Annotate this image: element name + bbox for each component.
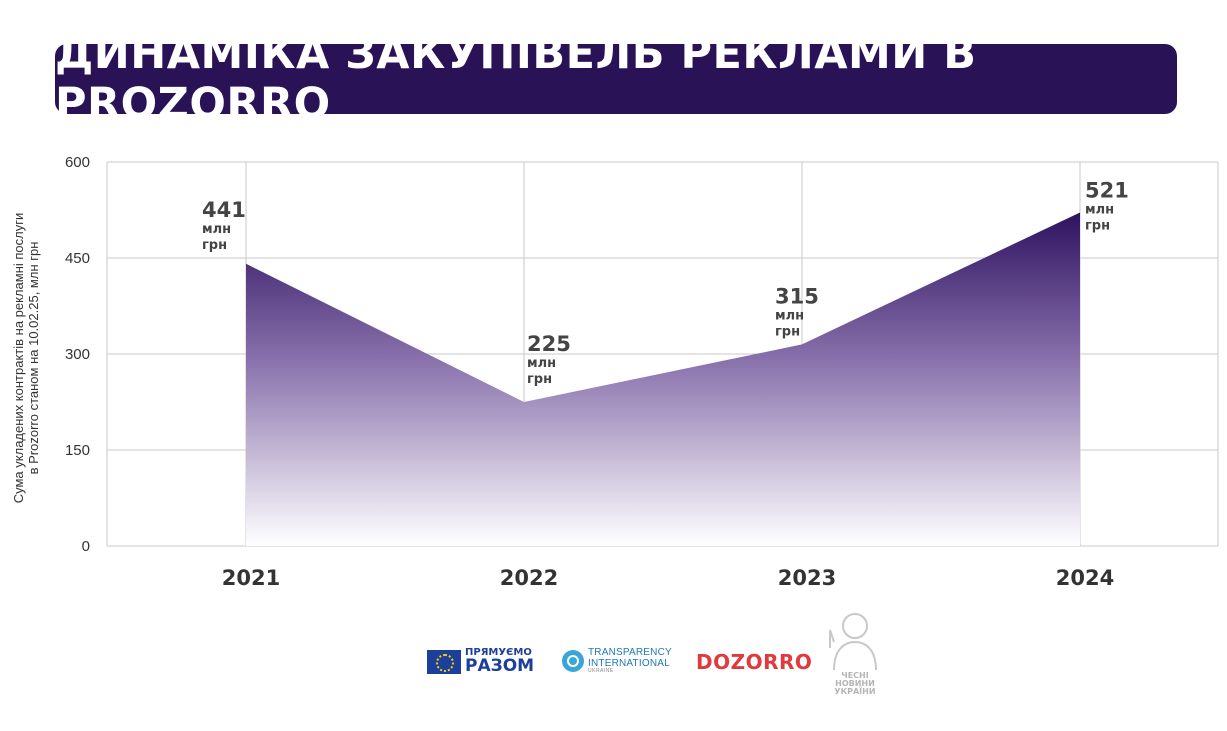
y-tick-label: 450	[65, 250, 90, 267]
data-label-value: 225	[527, 332, 571, 356]
x-tick-label: 2023	[778, 566, 836, 590]
data-label-value: 315	[775, 284, 819, 308]
ti-logo-line-1: TRANSPARENCY	[588, 647, 672, 658]
x-tick-label: 2024	[1056, 566, 1114, 590]
dozorro-logo-text: DOZORRO	[696, 650, 813, 674]
data-label-unit-line-2: грн	[202, 238, 227, 253]
data-label-value: 521	[1085, 179, 1129, 203]
x-tick-label: 2021	[222, 566, 280, 590]
ti-logo-line-2: INTERNATIONAL	[588, 657, 670, 669]
y-tick-label: 300	[65, 346, 90, 363]
data-label-unit-line-2: грн	[775, 324, 800, 339]
x-axis-ticks: 2021 2022 2023 2024	[222, 566, 1114, 590]
person-silhouette-icon	[829, 613, 877, 670]
title-banner: ДИНАМІКА ЗАКУПІВЕЛЬ РЕКЛАМИ В PROZORRO	[55, 29, 1177, 129]
area-fill	[246, 212, 1080, 546]
data-label-unit-line-2: грн	[1085, 219, 1110, 234]
data-label-unit-line-1: млн	[527, 356, 556, 371]
chesni-line-2: НОВИНИ	[835, 679, 875, 688]
dozorro-logo: DOZORRO	[696, 650, 812, 674]
transparency-globe-icon	[562, 650, 584, 673]
ti-logo-line-3: UKRAINE	[588, 668, 614, 674]
chesni-line-3: УКРАЇНИ	[834, 687, 876, 696]
y-tick-label: 0	[82, 538, 90, 555]
partner-logos: ПРЯМУЄМО РАЗОМ TRANSPARENCY INTERNATIONA…	[0, 600, 1227, 710]
chesni-line-1: ЧЕСНІ	[841, 671, 869, 680]
data-label-unit-line-1: млн	[775, 308, 804, 323]
x-tick-label: 2022	[500, 566, 558, 590]
eu-logo-line-2: РАЗОМ	[465, 656, 535, 676]
data-label-unit-line-2: грн	[527, 372, 552, 387]
data-label-value: 441	[202, 198, 246, 222]
data-label-unit-line-1: млн	[202, 222, 231, 237]
y-tick-label: 150	[65, 442, 90, 459]
data-label-unit-line-1: млн	[1085, 203, 1114, 218]
chart-title: ДИНАМІКА ЗАКУПІВЕЛЬ РЕКЛАМИ В PROZORRO	[55, 29, 977, 129]
transparency-international-logo: TRANSPARENCY INTERNATIONAL UKRAINE	[562, 647, 672, 674]
eu-logo: ПРЯМУЄМО РАЗОМ	[427, 648, 534, 675]
eu-logo-line-1: ПРЯМУЄМО	[465, 647, 532, 658]
eu-flag-icon	[427, 649, 461, 674]
y-tick-label: 600	[65, 154, 90, 171]
chesni-novyny-logo: ЧЕСНІ НОВИНИ УКРАЇНИ	[822, 608, 888, 700]
area-series	[246, 212, 1080, 546]
y-axis-ticks: 0 150 300 450 600	[65, 154, 90, 555]
